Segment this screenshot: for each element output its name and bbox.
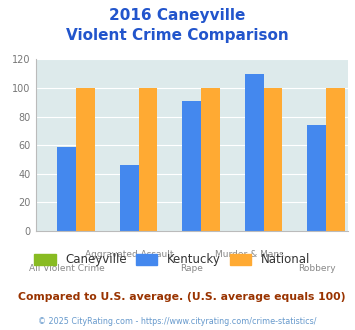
Bar [307, 125, 326, 231]
Text: © 2025 CityRating.com - https://www.cityrating.com/crime-statistics/: © 2025 CityRating.com - https://www.city… [38, 317, 317, 326]
Text: Violent Crime Comparison: Violent Crime Comparison [66, 28, 289, 43]
Bar [201, 88, 220, 231]
Text: Compared to U.S. average. (U.S. average equals 100): Compared to U.S. average. (U.S. average … [18, 292, 345, 302]
Bar [120, 165, 138, 231]
Bar [326, 88, 345, 231]
Text: 2016 Caneyville: 2016 Caneyville [109, 8, 246, 23]
Bar [263, 88, 282, 231]
Bar [182, 101, 201, 231]
Text: Robbery: Robbery [298, 264, 335, 273]
Bar [76, 88, 95, 231]
Bar [58, 147, 76, 231]
Text: Murder & Mans...: Murder & Mans... [215, 250, 293, 259]
Text: Rape: Rape [180, 264, 203, 273]
Bar [138, 88, 157, 231]
Text: Aggravated Assault: Aggravated Assault [85, 250, 174, 259]
Text: All Violent Crime: All Violent Crime [29, 264, 105, 273]
Bar [245, 74, 263, 231]
Legend: Caneyville, Kentucky, National: Caneyville, Kentucky, National [34, 253, 310, 266]
